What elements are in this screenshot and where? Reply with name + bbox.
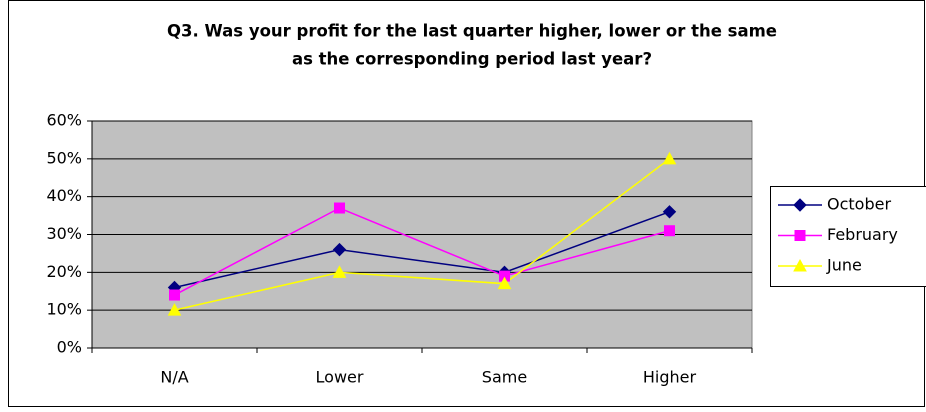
y-tick-label: 10% [46, 300, 82, 319]
marker [170, 290, 180, 300]
y-tick-label: 40% [46, 186, 82, 205]
chart-title: Q3. Was your profit for the last quarter… [167, 22, 777, 41]
y-tick-label: 30% [46, 224, 82, 243]
chart-title: as the corresponding period last year? [292, 50, 652, 69]
x-tick-label: Lower [316, 368, 364, 387]
marker [795, 231, 805, 241]
legend-label: June [826, 256, 862, 275]
x-tick-label: Same [482, 368, 527, 387]
y-tick-label: 20% [46, 262, 82, 281]
x-tick-label: Higher [643, 368, 697, 387]
y-tick-label: 50% [46, 148, 82, 167]
y-tick-label: 60% [46, 111, 82, 130]
x-tick-label: N/A [160, 368, 188, 387]
y-tick-label: 0% [57, 338, 82, 357]
legend-label: October [827, 195, 891, 214]
legend-label: February [827, 225, 898, 244]
marker [665, 226, 675, 236]
marker [335, 203, 345, 213]
